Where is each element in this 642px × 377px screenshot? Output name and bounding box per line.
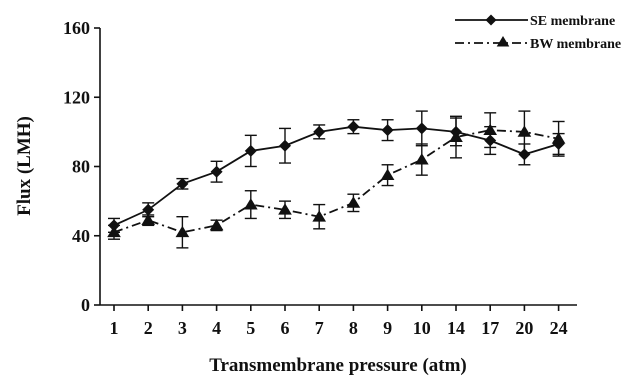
data-point-diamond [244, 144, 257, 157]
data-point-diamond [142, 203, 155, 216]
data-point-diamond [313, 125, 326, 138]
x-tick-label: 14 [447, 318, 465, 338]
x-tick-label: 10 [413, 318, 431, 338]
data-point-triangle [517, 125, 532, 137]
x-tick-label: 3 [178, 318, 187, 338]
y-tick-label: 120 [63, 87, 90, 107]
data-point-diamond [210, 165, 223, 178]
data-point-diamond [381, 124, 394, 137]
series-line [113, 129, 559, 234]
x-axis-label: Transmembrane pressure (atm) [209, 355, 467, 376]
legend-label: BW membrane [530, 37, 621, 52]
series-layer [107, 110, 566, 249]
y-axis: 0 40 80 120 160 [63, 18, 101, 315]
data-point-diamond [347, 120, 360, 133]
series-1 [108, 110, 565, 233]
data-point-triangle [175, 225, 190, 238]
x-tick-label: 6 [281, 318, 290, 338]
x-tick-label: 20 [515, 318, 533, 338]
x-tick-label: 7 [315, 318, 324, 338]
x-tick-label: 5 [246, 318, 255, 338]
x-tick-label: 9 [383, 318, 392, 338]
data-point-triangle [414, 153, 429, 165]
data-point-triangle [107, 225, 121, 238]
y-tick-label: 0 [81, 295, 90, 315]
y-tick-label: 160 [63, 18, 90, 38]
data-point-diamond [279, 139, 291, 152]
series-line [113, 125, 559, 227]
data-point-triangle [496, 36, 510, 47]
data-point-diamond [176, 177, 189, 190]
data-point-triangle [209, 218, 224, 231]
data-point-triangle [449, 130, 463, 142]
y-tick-label: 40 [72, 226, 90, 246]
legend-item-2: BW membrane [455, 36, 621, 52]
legend-item-1: SE membrane [455, 14, 615, 29]
x-axis: 1 2 3 4 5 6 7 8 9 10 14 17 20 24 [100, 304, 577, 338]
x-tick-label: 24 [550, 318, 568, 338]
y-axis-label: Flux (LMH) [14, 116, 35, 216]
series-2 [107, 110, 566, 249]
x-tick-label: 1 [110, 318, 119, 338]
data-point-triangle [380, 168, 395, 181]
data-point-diamond [485, 14, 497, 26]
legend: SE membrane BW membrane [455, 14, 621, 52]
legend-label: SE membrane [530, 14, 615, 29]
data-point-triangle [483, 123, 498, 136]
data-point-triangle [312, 210, 327, 222]
x-tick-label: 8 [349, 318, 358, 338]
data-point-diamond [518, 148, 531, 161]
x-tick-label: 4 [212, 318, 221, 338]
data-point-diamond [415, 122, 428, 135]
data-point-triangle [243, 198, 258, 210]
data-point-triangle [346, 196, 361, 208]
x-tick-label: 17 [481, 318, 499, 338]
x-tick-label: 2 [144, 318, 153, 338]
data-point-triangle [278, 203, 292, 215]
data-point-triangle [551, 132, 566, 144]
y-tick-label: 80 [72, 157, 90, 177]
data-point-triangle [141, 213, 156, 226]
